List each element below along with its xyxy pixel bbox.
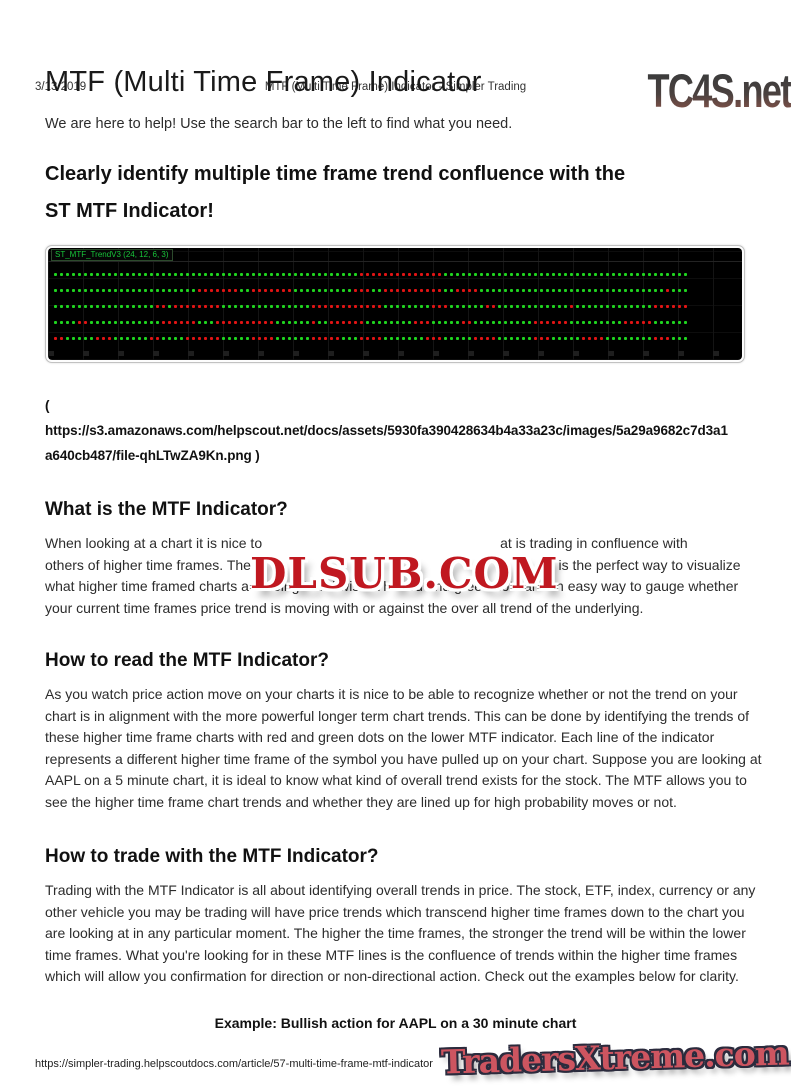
citation-url-line-2: a640cb487/file-qhLTwZA9Kn.png ): [45, 448, 260, 463]
example-caption: Example: Bullish action for AAPL on a 30…: [214, 1014, 577, 1031]
time-axis-ticks: [48, 351, 742, 356]
section-heading-what-is: What is the MTF Indicator?: [45, 499, 288, 520]
image-source-citation: ( https://s3.amazonaws.com/helpscout.net…: [45, 393, 746, 468]
indicator-row: [54, 289, 742, 292]
read-line: see the higher time frame chart trends a…: [45, 793, 677, 810]
trade-line: Trading with the MTF Indicator is all ab…: [45, 882, 756, 898]
chart-label-strip: ST_MTF_TrendV3 (24, 12, 6, 3): [48, 248, 742, 262]
what-line1-before: When looking at a chart it is nice to: [45, 535, 263, 551]
article: MTF (Multi Time Frame) Indicator We are …: [45, 66, 762, 1031]
print-doc-title: MTF (Multi Time Frame) Indicator - Simpl…: [264, 81, 527, 93]
trade-line: other vehicle you may be trading will ha…: [45, 903, 745, 920]
headline-line-2: ST MTF Indicator!: [45, 200, 214, 222]
mtf-indicator-image: ST_MTF_TrendV3 (24, 12, 6, 3): [45, 245, 745, 363]
tradersxtreme-watermark: TradersXtreme.com: [440, 1033, 790, 1082]
citation-url-line-1: https://s3.amazonaws.com/helpscout.net/d…: [45, 423, 728, 438]
indicator-row: [54, 337, 742, 340]
page-title: MTF (Multi Time Frame) Indicator: [45, 66, 482, 98]
what-line4: your current time frames price trend is …: [45, 599, 644, 616]
what-line3: what higher time framed charts are doing…: [45, 578, 739, 594]
chart-study-label: ST_MTF_TrendV3 (24, 12, 6, 3): [51, 249, 173, 261]
trade-line: are looking at in any particular moment.…: [45, 925, 746, 941]
read-line: AAPL on a 5 minute chart, it is ideal to…: [45, 772, 747, 788]
what-line2-before: others of higher time frames. The M: [45, 556, 267, 573]
paragraph-how-to-trade: Trading with the MTF Indicator is all ab…: [45, 880, 756, 988]
indicator-rows: [48, 262, 742, 340]
read-line: chart is in alignment with the more powe…: [45, 707, 749, 724]
indicator-row: [54, 273, 742, 276]
headline-line-1: Clearly identify multiple time frame tre…: [45, 163, 626, 185]
intro-text: We are here to help! Use the search bar …: [45, 116, 513, 132]
what-line2-after: is the perfect way to visualize: [558, 556, 741, 573]
read-line: these higher time frame charts with red …: [45, 729, 715, 745]
paragraph-what-is: When looking at a chart it is nice to at …: [45, 533, 746, 619]
print-footer-url: https://simpler-trading.helpscoutdocs.co…: [35, 1058, 433, 1070]
trade-line: time frames. What you're looking for in …: [45, 946, 738, 963]
indicator-row: [54, 305, 742, 308]
paragraph-how-to-read: As you watch price action move on your c…: [45, 684, 762, 813]
indicator-row: [54, 321, 742, 324]
headline: Clearly identify multiple time frame tre…: [45, 156, 735, 230]
read-line: As you watch price action move on your c…: [45, 686, 738, 702]
read-line: represents a different higher time frame…: [45, 750, 762, 767]
mtf-indicator-chart: ST_MTF_TrendV3 (24, 12, 6, 3): [48, 248, 742, 360]
what-line1-after: at is trading in confluence with: [500, 535, 688, 551]
citation-open-paren: (: [45, 398, 50, 413]
dlsub-watermark: DLSUB.COM: [250, 549, 559, 598]
section-heading-how-to-trade: How to trade with the MTF Indicator?: [45, 846, 379, 867]
print-date: 3/13/2019: [35, 81, 87, 93]
trade-line: which will allow you confirmation for di…: [45, 968, 739, 984]
section-heading-how-to-read: How to read the MTF Indicator?: [45, 650, 329, 671]
tc4s-watermark: TC4S.net: [647, 64, 791, 118]
